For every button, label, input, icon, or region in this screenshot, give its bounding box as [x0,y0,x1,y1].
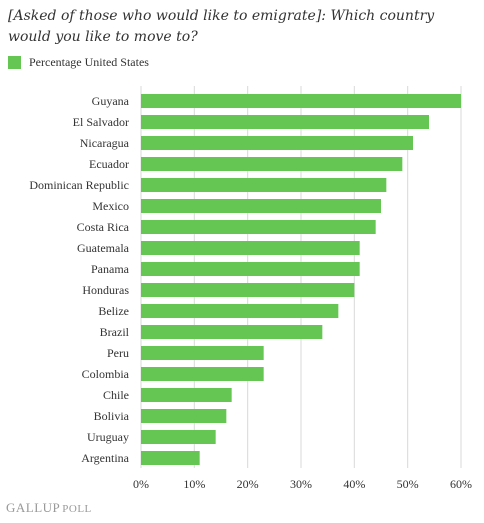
category-label: El Salvador [73,115,129,129]
x-tick-label: 50% [397,477,419,491]
tick-labels: 0% 10% 20% 30% 40% 50% 60% [133,477,472,491]
legend: Percentage United States [8,54,149,70]
bar [141,367,264,381]
bar [141,241,360,255]
category-label: Dominican Republic [29,178,129,192]
bar-layer [141,94,461,465]
bar [141,94,461,108]
category-label: Brazil [100,325,130,339]
bar [141,325,323,339]
category-label: Colombia [82,367,130,381]
x-tick-label: 30% [290,477,312,491]
category-label: Peru [107,346,129,360]
legend-swatch [8,55,21,69]
legend-label: Percentage United States [29,54,149,69]
category-label: Argentina [81,451,129,465]
bar [141,115,429,129]
category-label: Panama [91,262,130,276]
gallup-poll-logo: GALLUP POLL [6,500,92,516]
category-label: Uruguay [87,430,129,444]
x-tick-label: 20% [237,477,259,491]
bar [141,157,403,171]
category-label: Ecuador [89,157,129,171]
category-label: Chile [103,388,129,402]
category-label: Nicaragua [80,136,130,150]
bar [141,178,387,192]
bar [141,388,232,402]
brand-primary: GALLUP [6,500,61,515]
category-label: Guyana [92,94,130,108]
category-label: Mexico [92,199,129,213]
x-tick-label: 60% [450,477,472,491]
bar [141,430,216,444]
bar [141,136,413,150]
bar [141,199,381,213]
bar [141,220,376,234]
chart-title: [Asked of those who would like to emigra… [8,8,435,45]
x-tick-label: 40% [343,477,365,491]
bar [141,451,200,465]
category-label: Belize [98,304,129,318]
bar [141,283,355,297]
category-label: Bolivia [94,409,130,423]
category-label: Honduras [82,283,129,297]
brand-secondary: POLL [62,503,92,515]
x-tick-label: 0% [133,477,149,491]
bar [141,262,360,276]
bar [141,409,227,423]
bar [141,304,339,318]
category-label: Guatemala [77,241,130,255]
category-label: Costa Rica [77,220,130,234]
x-tick-label: 10% [183,477,205,491]
bar [141,346,264,360]
category-labels: Guyana El Salvador Nicaragua Ecuador Dominic… [29,94,129,465]
